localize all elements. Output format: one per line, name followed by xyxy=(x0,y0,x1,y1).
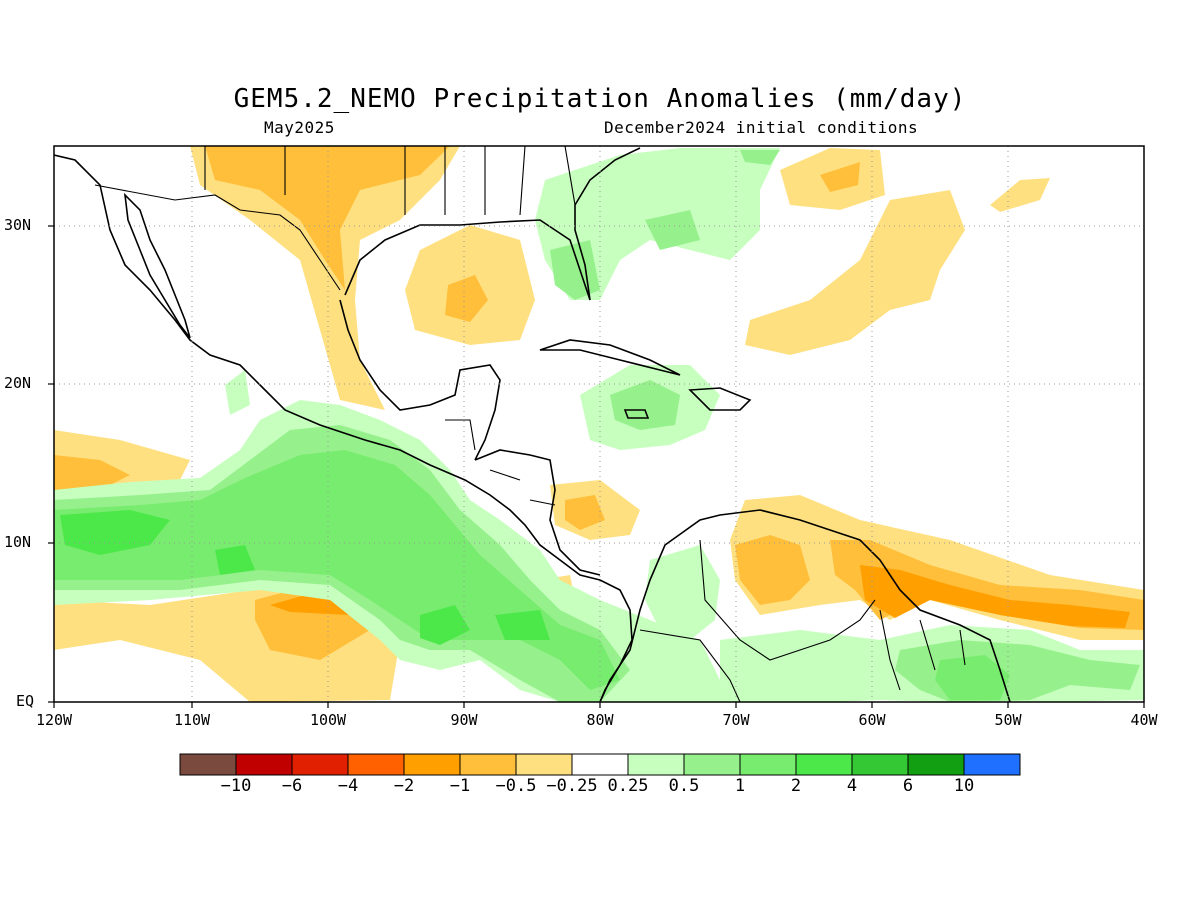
colorbar-swatch xyxy=(459,753,517,776)
colorbar-swatch xyxy=(851,753,909,776)
border-us-states xyxy=(204,146,576,216)
colorbar-swatch xyxy=(795,753,853,776)
forecast-month: May2025 xyxy=(264,118,335,137)
colorbar-label: −1 xyxy=(449,776,471,796)
colorbar-label: 6 xyxy=(902,776,914,796)
anomaly-wet-guiana-south-peak xyxy=(935,655,1010,700)
colorbar-label: −10 xyxy=(220,776,252,796)
border-guianas xyxy=(879,609,966,691)
colorbar-label: 4 xyxy=(846,776,858,796)
lon-label-90w: 90W xyxy=(450,711,478,729)
colorbar-swatch xyxy=(907,753,965,776)
border-colombia xyxy=(639,629,741,702)
anomaly-dry-central-caribbean-core xyxy=(565,495,605,530)
colorbar-swatch xyxy=(291,753,349,776)
lon-label-70w: 70W xyxy=(722,711,750,729)
anomaly-field xyxy=(54,146,1144,702)
anomaly-wet-east-pacific-peak xyxy=(60,510,550,645)
colorbar-label: −4 xyxy=(337,776,359,796)
lon-label-50w: 50W xyxy=(994,711,1022,729)
lon-label-100w: 100W xyxy=(309,711,347,729)
anomaly-wet-florida-core xyxy=(550,150,780,300)
colorbar-swatch xyxy=(571,753,629,776)
colorbar-label: 1 xyxy=(734,776,746,796)
map-frame xyxy=(53,145,1145,703)
coast-us-gulf xyxy=(344,147,641,301)
anomaly-dry-gulf-core xyxy=(445,275,488,322)
colorbar-label: −0.5 xyxy=(495,776,537,796)
lon-label-110w: 110W xyxy=(173,711,211,729)
coast-cuba xyxy=(539,339,681,376)
coastlines xyxy=(54,147,1011,702)
border-central-america xyxy=(445,419,556,506)
anomaly-dry-west-pacific-core xyxy=(54,455,130,495)
colorbar-label: −2 xyxy=(393,776,415,796)
anomaly-dry-guiana-peak xyxy=(860,565,1130,628)
anomaly-dry-atlantic-3 xyxy=(990,178,1050,212)
colorbar-swatch xyxy=(347,753,405,776)
colorbar xyxy=(179,753,1021,776)
anomaly-wet-yucatan xyxy=(225,370,250,415)
lat-label-eq: EQ xyxy=(16,692,35,710)
coast-gulf xyxy=(339,299,501,461)
colorbar-swatch xyxy=(963,753,1021,776)
colorbar-swatch xyxy=(627,753,685,776)
colorbar-label: −0.25 xyxy=(546,776,598,796)
colorbar-label: 0.25 xyxy=(607,776,649,796)
political-borders xyxy=(94,146,966,702)
coast-baja xyxy=(123,192,191,339)
anomaly-dry-ne-corner xyxy=(820,162,860,192)
colorbar-label: 0.5 xyxy=(668,776,700,796)
gridlines xyxy=(54,146,1144,702)
anomaly-wet-venezuela xyxy=(645,545,720,640)
lat-label-10n: 10N xyxy=(4,533,32,551)
colorbar-label: 10 xyxy=(953,776,975,796)
anomaly-dry-texas-core xyxy=(205,146,450,290)
lon-label-40w: 40W xyxy=(1130,711,1158,729)
coast-hispaniola xyxy=(688,387,752,411)
border-us-mexico xyxy=(94,184,341,291)
colorbar-swatch xyxy=(179,753,237,776)
colorbar-label: 2 xyxy=(790,776,802,796)
colorbar-swatch xyxy=(403,753,461,776)
initial-conditions: December2024 initial conditions xyxy=(604,118,919,137)
anomaly-dry-atlantic-2 xyxy=(745,190,965,355)
coast-central-america xyxy=(474,449,601,576)
map-title: GEM5.2_NEMO Precipitation Anomalies (mm/… xyxy=(233,84,967,114)
coast-mexico-pacific xyxy=(54,154,633,702)
colorbar-swatch xyxy=(515,753,573,776)
coast-south-america xyxy=(599,509,1011,702)
anomaly-wet-east-pacific-core xyxy=(54,450,620,690)
colorbar-swatch xyxy=(683,753,741,776)
coast-jamaica xyxy=(623,409,650,419)
lon-label-80w: 80W xyxy=(586,711,614,729)
lat-label-20n: 20N xyxy=(4,374,32,392)
axis-ticks xyxy=(48,225,1145,708)
lon-label-60w: 60W xyxy=(858,711,886,729)
lon-label-120w: 120W xyxy=(35,711,73,729)
colorbar-label: −6 xyxy=(281,776,303,796)
border-venezuela xyxy=(699,539,876,661)
lat-label-30n: 30N xyxy=(4,216,32,234)
colorbar-swatch xyxy=(739,753,797,776)
colorbar-swatch xyxy=(235,753,293,776)
